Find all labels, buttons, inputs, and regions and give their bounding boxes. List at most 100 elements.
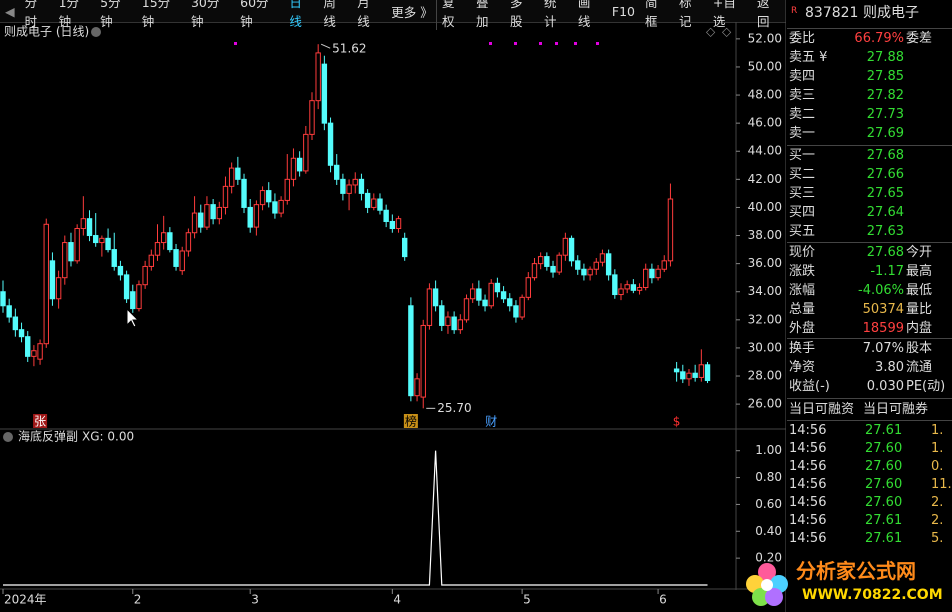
candle-body: [612, 274, 618, 296]
candle-body: [395, 218, 402, 230]
candle-body: [550, 265, 556, 273]
title-toggle[interactable]: [91, 27, 101, 37]
toolbar-item[interactable]: 周线: [323, 0, 336, 29]
candle-body: [575, 260, 581, 270]
toolbar-item[interactable]: 分时: [24, 0, 38, 29]
y-tick-label: 48.00: [748, 88, 782, 102]
trade-price: 27.61: [865, 531, 903, 546]
candle-body: [266, 190, 272, 203]
toolbar-icon[interactable]: ◀: [5, 3, 15, 19]
indicator-name: 海底反弹副: [18, 429, 78, 444]
watermark-title: 分析家公式网: [796, 559, 916, 583]
toolbar-item[interactable]: 30分钟: [190, 0, 220, 29]
stat-label2: 最低: [906, 283, 933, 298]
trade-volume: 11.: [931, 477, 952, 492]
candle-body: [402, 237, 408, 258]
ask-label: 卖一: [789, 126, 816, 141]
event-marker: 财: [485, 415, 497, 429]
stat-label: 涨幅: [789, 283, 816, 298]
toolbar-item[interactable]: 简框: [644, 0, 658, 29]
x-tick-label: 2024年: [4, 593, 47, 607]
icon[interactable]: ◇: [706, 25, 716, 39]
toolbar-item[interactable]: F10: [611, 3, 635, 19]
candle-body: [364, 192, 371, 208]
indicator-label: XG: 0.00: [82, 430, 134, 444]
trade-volume: 1.: [931, 441, 944, 456]
trade-volume: 1.: [931, 423, 944, 438]
candle-body: [389, 220, 396, 230]
candle-body: [661, 260, 667, 270]
y-tick-label: 28.00: [748, 369, 782, 383]
watermark-url: WWW.70822.COM: [802, 587, 943, 603]
chart: 则成电子 (日线) ◇ ◇ 海底反弹副 XG: 0.00 26.00 28.00 3…: [0, 0, 786, 612]
candle-body: [55, 277, 62, 300]
toolbar-item[interactable]: 5分钟: [100, 0, 121, 29]
ask-value: 27.82: [866, 88, 904, 103]
candle-body: [420, 324, 426, 398]
toolbar-item[interactable]: 返回: [756, 0, 770, 29]
trade-price: 27.60: [865, 477, 903, 492]
toolbar-item[interactable]: 月线: [357, 0, 370, 29]
toolbar-item[interactable]: 更多 》: [391, 4, 433, 20]
toolbar-item[interactable]: 画线: [577, 0, 591, 29]
toolbar-item[interactable]: 15分钟: [141, 0, 171, 29]
signal-dots: [234, 42, 599, 45]
toolbar-item[interactable]: 标记: [678, 0, 692, 29]
toolbar-item[interactable]: 1分钟: [58, 0, 80, 29]
bid-value: 27.65: [866, 186, 904, 201]
candle-body: [123, 274, 130, 300]
margin-label: 当日可融券: [863, 402, 929, 417]
candle-body: [371, 198, 377, 208]
toolbar-item[interactable]: 叠加: [476, 0, 489, 29]
candle-body: [43, 223, 49, 345]
candle-body: [93, 235, 99, 244]
order-ratio-value: 66.79%: [854, 31, 904, 46]
candle-body: [624, 284, 630, 290]
toolbar-item[interactable]: +自选: [712, 0, 736, 29]
y-tick-label: 44.00: [748, 144, 782, 158]
y-tick-label: 32.00: [748, 312, 782, 326]
stat-label: 现价: [789, 245, 816, 260]
candle-body: [383, 209, 389, 222]
candle-body: [649, 268, 655, 279]
quote-panel: R 837821 则成电子 委比 66.79% 委差 卖五 ¥ 27.88 卖四 27.85 卖三 2…: [787, 0, 952, 612]
trade-time: 14:56: [789, 459, 827, 474]
divider: [787, 28, 952, 29]
toolbar-item[interactable]: 60分钟: [240, 0, 269, 29]
stat-label: 外盘: [789, 321, 816, 336]
toolbar-item[interactable]: 日线: [289, 0, 302, 29]
ask-label: 卖三: [789, 88, 816, 103]
bid-value: 27.66: [866, 167, 904, 182]
candle-body: [247, 206, 253, 228]
candle-body: [148, 254, 155, 267]
x-tick-label: 3: [251, 593, 259, 607]
y-tick-label: 52.00: [748, 31, 782, 45]
stat-label2: 内盘: [906, 321, 933, 336]
candle-body: [500, 291, 507, 300]
candle-body: [544, 256, 550, 267]
candle-body: [6, 305, 12, 318]
candle-body: [191, 212, 198, 234]
candle-body: [12, 316, 19, 331]
stat-label: 总量: [789, 302, 816, 317]
candle-body: [618, 288, 624, 296]
candle-body: [432, 288, 439, 307]
order-ratio-label: 委比: [789, 31, 816, 46]
candle-body: [568, 237, 575, 262]
candle-body: [179, 250, 185, 272]
icon[interactable]: ◇: [722, 25, 732, 39]
annotation-label: 51.62: [332, 42, 366, 56]
candle-body: [469, 288, 476, 300]
badge: R: [791, 6, 798, 16]
candle-body: [599, 253, 606, 263]
y-tick-label: 0.40: [755, 524, 782, 538]
candle-body: [296, 157, 303, 172]
toolbar-item[interactable]: 多股: [509, 0, 523, 29]
toolbar-item[interactable]: 统计: [543, 0, 557, 29]
candle-body: [173, 249, 179, 267]
toolbar-item[interactable]: 复权: [436, 0, 471, 30]
candle-body: [488, 282, 494, 307]
stat-label2: 股本: [906, 341, 933, 356]
candle-body: [537, 256, 544, 265]
indicator-toggle[interactable]: [3, 432, 13, 442]
